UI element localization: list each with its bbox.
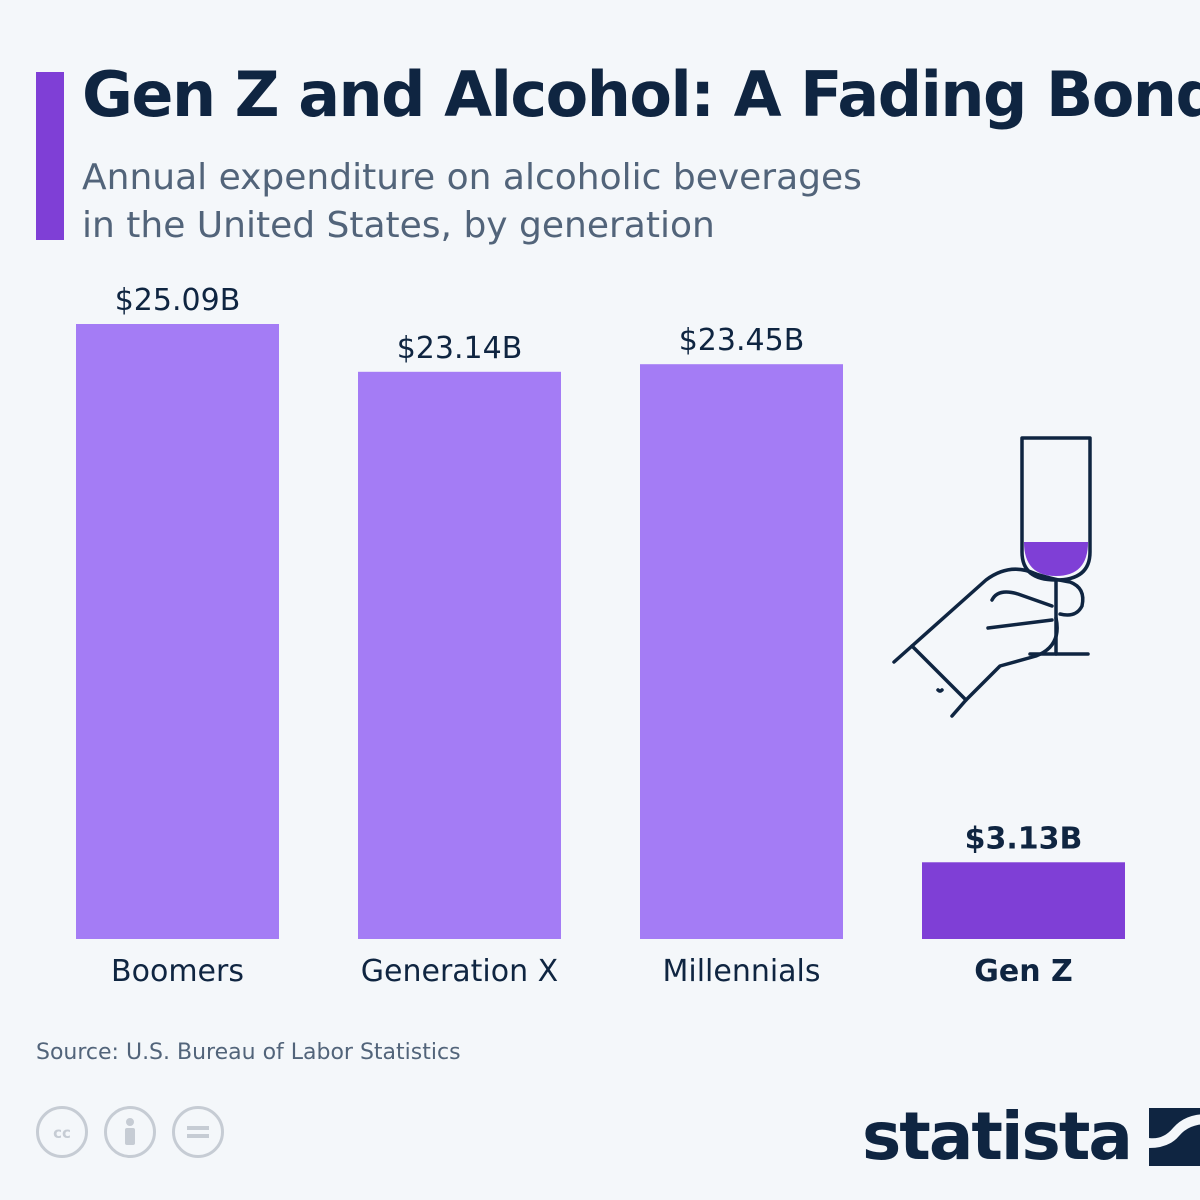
value-label-generation-x: $23.14B (397, 331, 523, 366)
bar-millennials (640, 364, 843, 939)
category-label-boomers: Boomers (111, 954, 244, 989)
subtitle-line-2: in the United States, by generation (82, 205, 715, 246)
value-label-boomers: $25.09B (115, 283, 241, 318)
source-note: Source: U.S. Bureau of Labor Statistics (36, 1040, 461, 1065)
wine-glass-hand-icon (892, 436, 1092, 718)
license-icons: cc (36, 1106, 224, 1158)
bar-gen-z (922, 862, 1125, 939)
svg-text:cc: cc (53, 1124, 71, 1142)
bar-boomers (76, 324, 279, 939)
cc-icon[interactable]: cc (36, 1106, 88, 1158)
category-label-generation-x: Generation X (361, 954, 558, 989)
statista-brand[interactable]: statista (862, 1098, 1200, 1175)
statista-logo-icon (1148, 1107, 1200, 1166)
brand-name: statista (862, 1098, 1133, 1175)
no-derivatives-icon[interactable] (172, 1106, 224, 1158)
subtitle-line-1: Annual expenditure on alcoholic beverage… (82, 157, 862, 198)
category-label-gen-z: Gen Z (974, 954, 1073, 989)
bar-chart: $25.09B Boomers $23.14B Generation X $23.45B… (76, 283, 1125, 989)
bar-generation-x (358, 371, 561, 939)
value-label-gen-z: $3.13B (965, 821, 1083, 856)
category-label-millennials: Millennials (662, 954, 820, 989)
chart-title: Gen Z and Alcohol: A Fading Bond (82, 58, 1200, 131)
attribution-icon[interactable] (104, 1106, 156, 1158)
value-label-millennials: $23.45B (679, 323, 805, 358)
title-accent-bar (36, 72, 64, 240)
chart-subtitle: Annual expenditure on alcoholic beverage… (82, 154, 902, 250)
